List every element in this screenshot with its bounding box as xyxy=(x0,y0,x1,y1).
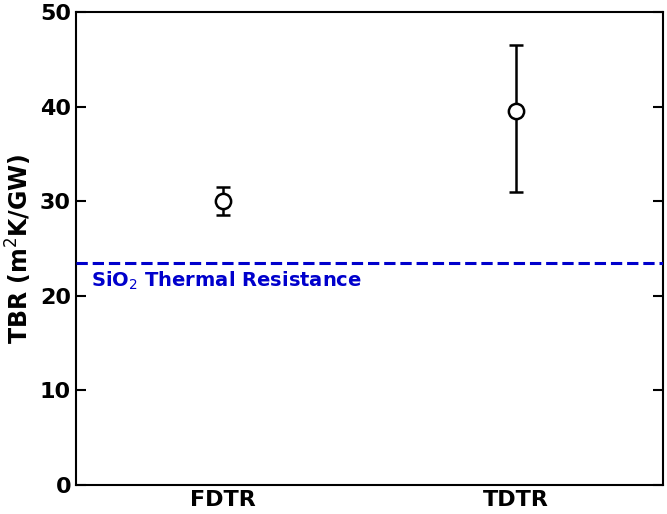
Y-axis label: TBR (m$^2$K/GW): TBR (m$^2$K/GW) xyxy=(4,153,35,344)
Text: SiO$_2$ Thermal Resistance: SiO$_2$ Thermal Resistance xyxy=(91,269,362,291)
